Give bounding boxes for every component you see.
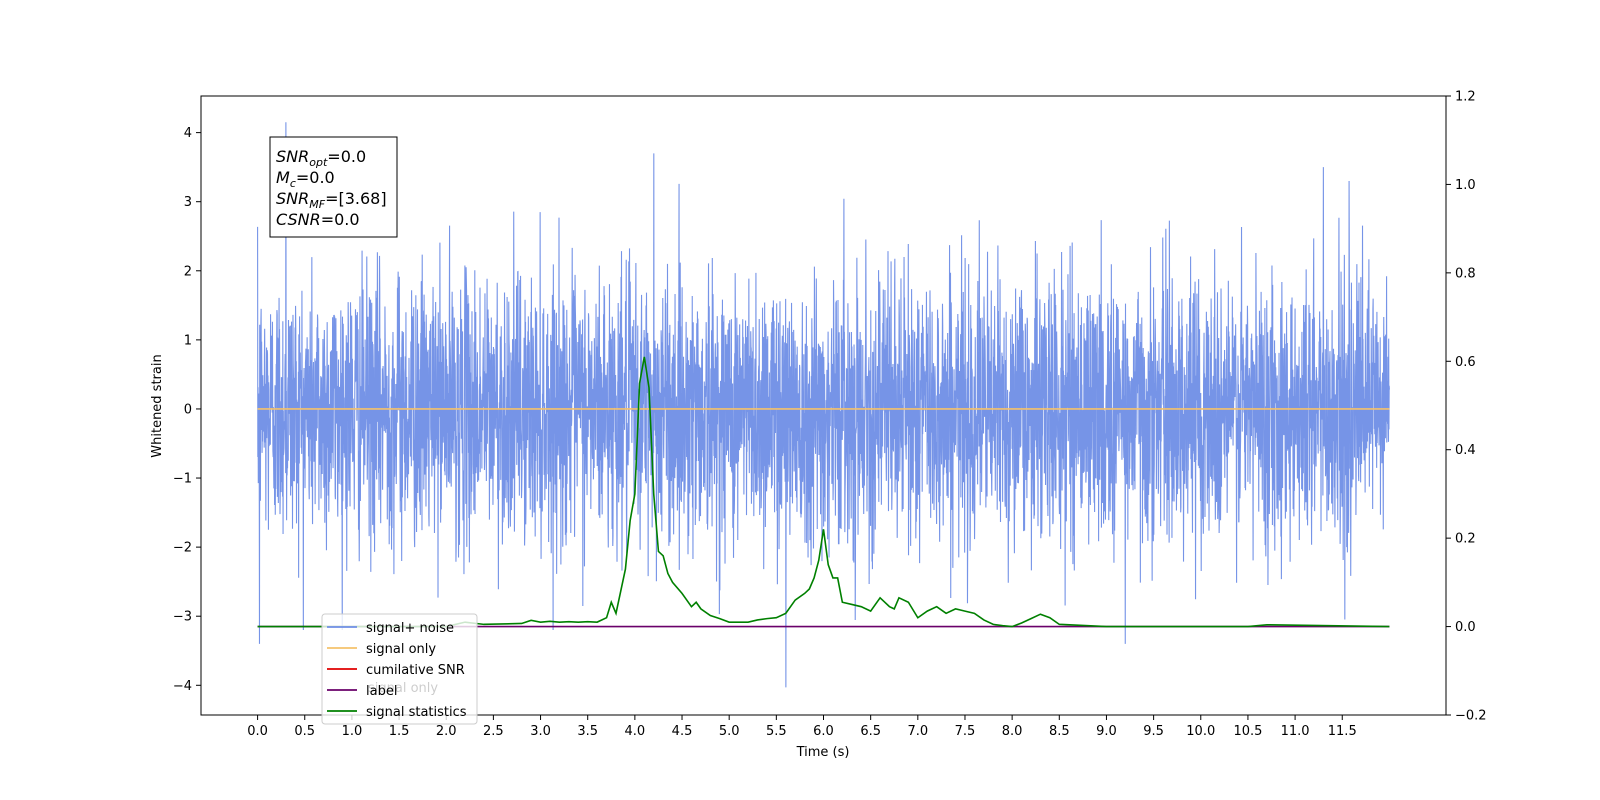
annotation-symbol: CSNR bbox=[276, 210, 321, 229]
y-tick-label: 0 bbox=[184, 402, 192, 417]
x-tick-label: 11.0 bbox=[1281, 724, 1310, 739]
annotation-line: SNRMF=[3.68] bbox=[276, 189, 387, 211]
legend-label: signal only bbox=[366, 642, 436, 657]
y2-tick-label: 1.2 bbox=[1455, 90, 1476, 105]
x-tick-label: 8.5 bbox=[1049, 724, 1070, 739]
x-tick-label: 6.5 bbox=[860, 724, 881, 739]
x-tick-label: 6.0 bbox=[813, 724, 834, 739]
y-tick-label: 1 bbox=[184, 333, 192, 348]
y-tick-label: 2 bbox=[184, 264, 192, 279]
signal-noise-line bbox=[257, 122, 1390, 688]
x-tick-label: 9.0 bbox=[1096, 724, 1117, 739]
annotation-value: =0.0 bbox=[327, 147, 366, 166]
y2-tick-label: 0.8 bbox=[1455, 266, 1476, 281]
x-tick-label: 4.5 bbox=[672, 724, 693, 739]
legend-label: signal statistics bbox=[366, 705, 467, 720]
x-tick-label: 0.5 bbox=[294, 724, 315, 739]
y-tick-label: −2 bbox=[173, 541, 192, 556]
annotation-line: Mc=0.0 bbox=[276, 168, 335, 190]
annotation-symbol: M bbox=[276, 168, 290, 187]
y2-tick-label: 0.2 bbox=[1455, 532, 1476, 547]
x-axis-label: Time (s) bbox=[796, 745, 850, 760]
x-tick-label: 2.0 bbox=[436, 724, 457, 739]
x-tick-label: 10.5 bbox=[1233, 724, 1262, 739]
y-tick-label: 3 bbox=[184, 195, 192, 210]
x-tick-label: 7.0 bbox=[907, 724, 928, 739]
y-axis-right: 1.2 1.0 0.8 0.6 0.4 0.2 0.0 −0.2 bbox=[1446, 90, 1487, 724]
signal-statistics-line bbox=[257, 356, 1390, 628]
legend-frame bbox=[321, 613, 478, 725]
y-tick-label: −3 bbox=[173, 610, 192, 625]
legend-label: signal+ noise bbox=[366, 621, 454, 636]
y2-tick-label: 0.4 bbox=[1455, 443, 1476, 458]
annotation-value: =0.0 bbox=[321, 210, 360, 229]
x-tick-label: 11.5 bbox=[1328, 724, 1357, 739]
x-tick-label: 1.0 bbox=[342, 724, 363, 739]
legend-label: label bbox=[366, 684, 397, 699]
x-tick-label: 4.0 bbox=[625, 724, 646, 739]
x-tick-label: 9.5 bbox=[1143, 724, 1164, 739]
y2-tick-label: 0.0 bbox=[1455, 620, 1476, 635]
x-tick-label: 3.0 bbox=[530, 724, 551, 739]
y-axis-left: 4 3 2 1 0 −1 −2 −3 −4 bbox=[173, 126, 201, 694]
y-tick-label: −4 bbox=[173, 679, 192, 694]
annotation-line: CSNR=0.0 bbox=[276, 210, 360, 229]
x-tick-label: 8.0 bbox=[1002, 724, 1023, 739]
annotation-subscript: c bbox=[290, 177, 296, 190]
annotation-line: SNRopt=0.0 bbox=[276, 147, 366, 169]
legend-label: cumilative SNR bbox=[366, 663, 465, 678]
annotation-subscript: opt bbox=[309, 156, 328, 169]
annotation-value: =[3.68] bbox=[325, 189, 387, 208]
x-tick-label: 7.5 bbox=[955, 724, 976, 739]
x-tick-label: 5.0 bbox=[719, 724, 740, 739]
x-tick-label: 3.5 bbox=[577, 724, 598, 739]
annotation-symbol: SNR bbox=[276, 189, 309, 208]
x-tick-label: 2.5 bbox=[483, 724, 504, 739]
annotation-frame bbox=[269, 136, 398, 238]
noise-series-layer bbox=[257, 122, 1390, 688]
y2-tick-label: 0.6 bbox=[1455, 355, 1476, 370]
x-tick-label: 0.0 bbox=[247, 724, 268, 739]
annotation-subscript: MF bbox=[309, 198, 325, 211]
y-axis-label: Whitened strain bbox=[150, 354, 165, 457]
annotation-value: =0.0 bbox=[296, 168, 335, 187]
x-tick-label: 5.5 bbox=[766, 724, 787, 739]
x-axis: 0.0 0.5 1.0 1.5 2.0 2.5 3.0 3.5 4.0 4.5 5.0 5.5 6.0 6… bbox=[247, 715, 1357, 739]
annotation-symbol: SNR bbox=[276, 147, 309, 166]
y2-tick-label: −0.2 bbox=[1455, 709, 1487, 724]
x-tick-label: 10.0 bbox=[1186, 724, 1215, 739]
y-tick-label: 4 bbox=[184, 126, 192, 141]
y2-tick-label: 1.0 bbox=[1455, 178, 1476, 193]
x-tick-label: 1.5 bbox=[389, 724, 410, 739]
y-tick-label: −1 bbox=[173, 472, 192, 487]
